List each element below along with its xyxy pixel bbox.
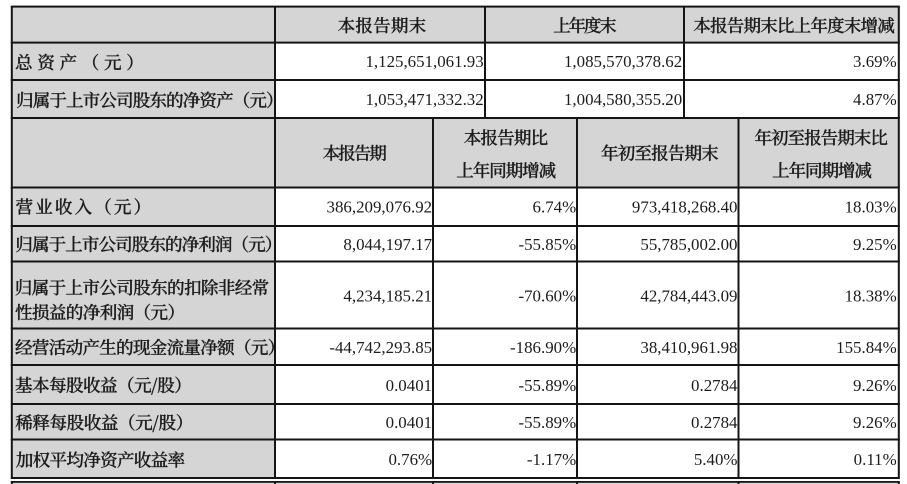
svg-text:9.26%: 9.26% (853, 376, 897, 395)
svg-text:1,085,570,378.62: 1,085,570,378.62 (564, 52, 682, 71)
svg-text:0.11%: 0.11% (854, 450, 897, 469)
svg-text:1,053,471,332.32: 1,053,471,332.32 (365, 90, 483, 109)
svg-text:42,784,443.09: 42,784,443.09 (640, 286, 737, 305)
svg-text:8,044,197.17: 8,044,197.17 (343, 235, 432, 254)
svg-text:18.03%: 18.03% (845, 198, 897, 217)
svg-text:0.2784: 0.2784 (691, 413, 738, 432)
svg-text:6.74%: 6.74% (533, 198, 577, 217)
svg-text:-44,742,293.85: -44,742,293.85 (329, 338, 432, 357)
svg-text:0.0401: 0.0401 (386, 376, 432, 395)
svg-text:155.84%: 155.84% (836, 338, 897, 357)
svg-text:386,209,076.92: 386,209,076.92 (327, 198, 433, 217)
svg-text:55,785,002.00: 55,785,002.00 (640, 235, 737, 254)
svg-text:1,004,580,355.20: 1,004,580,355.20 (564, 90, 682, 109)
svg-text:1,125,651,061.93: 1,125,651,061.93 (365, 52, 483, 71)
svg-text:-55.85%: -55.85% (518, 235, 576, 254)
svg-text:3.69%: 3.69% (853, 52, 897, 71)
svg-text:0.0401: 0.0401 (386, 413, 432, 432)
svg-text:-55.89%: -55.89% (518, 413, 576, 432)
svg-text:-55.89%: -55.89% (518, 376, 576, 395)
svg-text:5.40%: 5.40% (694, 450, 738, 469)
svg-text:0.2784: 0.2784 (691, 376, 738, 395)
svg-text:4.87%: 4.87% (853, 90, 897, 109)
svg-text:-186.90%: -186.90% (510, 338, 576, 357)
svg-text:9.26%: 9.26% (853, 413, 897, 432)
svg-text:4,234,185.21: 4,234,185.21 (343, 286, 432, 305)
svg-text:0.76%: 0.76% (388, 450, 432, 469)
svg-text:-70.60%: -70.60% (518, 286, 576, 305)
svg-text:38,410,961.98: 38,410,961.98 (640, 338, 737, 357)
svg-text:973,418,268.40: 973,418,268.40 (632, 198, 738, 217)
svg-text:-1.17%: -1.17% (527, 450, 576, 469)
svg-text:9.25%: 9.25% (853, 235, 897, 254)
svg-text:18.38%: 18.38% (845, 286, 897, 305)
